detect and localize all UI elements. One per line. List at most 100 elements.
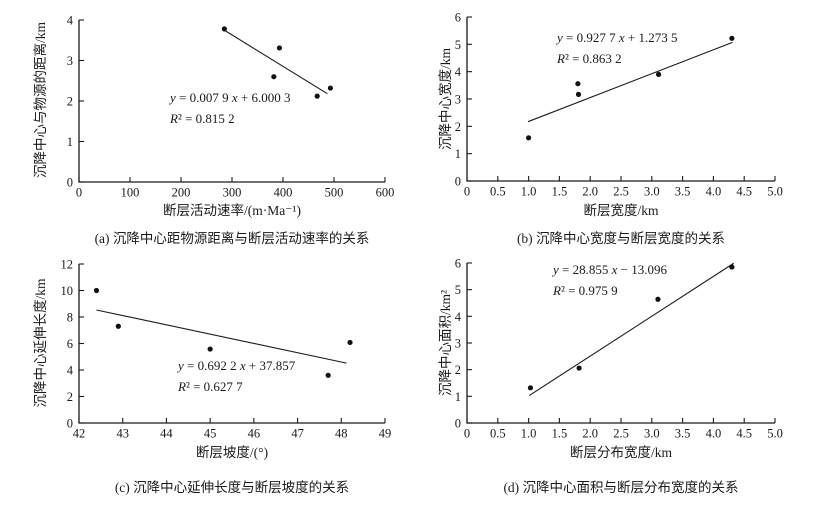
panel-a-ylabel: 沉降中心与物源的距离/km	[33, 22, 48, 179]
y-tick-label: 3	[455, 337, 461, 351]
data-point	[271, 74, 277, 80]
data-point	[325, 372, 331, 378]
x-tick-label: 4.0	[706, 185, 722, 199]
x-tick-label: 45	[204, 427, 217, 441]
panel-b-equation: y = 0.927 7 x + 1.273 5 R² = 0.863 2	[557, 27, 678, 69]
x-tick-label: 3.5	[675, 427, 691, 441]
trend-line	[224, 30, 328, 95]
x-tick-label: 3.0	[644, 427, 660, 441]
x-tick-label: 400	[274, 186, 293, 200]
panel-b-caption: (b) 沉降中心宽度与断层宽度的关系	[516, 231, 726, 246]
y-tick-label: 2	[455, 363, 461, 377]
x-tick-label: 0	[464, 185, 470, 199]
y-tick-label: 2	[455, 120, 461, 134]
x-tick-label: 1.5	[552, 185, 568, 199]
y-tick-label: 10	[61, 284, 74, 298]
y-tick-label: 4	[455, 65, 462, 79]
data-point	[527, 385, 534, 391]
trend-line	[527, 41, 733, 123]
panel-c-equation: y = 0.692 2 x + 37.857 R² = 0.627 7	[178, 355, 295, 397]
x-tick-label: 4.0	[706, 427, 722, 441]
x-tick-label: 0	[76, 186, 82, 200]
x-tick-label: 5.0	[767, 185, 783, 199]
data-point	[93, 287, 100, 294]
data-point	[221, 26, 227, 32]
x-tick-label: 0.5	[490, 185, 506, 199]
data-point	[207, 346, 213, 352]
y-tick-label: 4	[67, 364, 74, 378]
data-point	[575, 91, 582, 97]
panel-b-xlabel: 断层宽度/km	[583, 203, 659, 218]
panel-c-r-squared: R² = 0.627 7	[178, 379, 243, 394]
y-tick-label: 0	[67, 417, 73, 431]
y-tick-label: 4	[455, 310, 462, 324]
x-tick-label: 3.5	[675, 185, 691, 199]
panel-a-caption: (a) 沉降中心距物源距离与断层活动速率的关系	[94, 231, 370, 246]
y-tick-label: 6	[455, 257, 461, 271]
panel-c-xlabel: 断层坡度/(°)	[195, 445, 269, 460]
y-tick-label: 6	[455, 11, 461, 25]
x-tick-label: 300	[223, 186, 242, 200]
panel-b: 0 0.5 1.0 1.5 2.0 2.5 3.0 3.5 4.0 4.5 5.0 0 1 2 3 4 5 6	[455, 11, 783, 199]
panel-d-xlabel: 断层分布宽度/km	[569, 445, 672, 460]
data-point	[729, 35, 735, 41]
data-point	[526, 135, 532, 141]
y-tick-label: 5	[455, 283, 461, 297]
y-tick-label: 0	[455, 175, 461, 189]
y-tick-label: 3	[67, 54, 73, 68]
y-tick-label: 2	[67, 95, 73, 109]
x-tick-label: 5.0	[767, 427, 783, 441]
y-tick-label: 4	[67, 14, 74, 28]
panel-c-equation-line: y = 0.692 2 x + 37.857	[178, 358, 296, 373]
panel-d: 0 0.5 1.0 1.5 2.0 2.5 3.0 3.5 4.0 4.5 5.0 0 1 2 3 4 5 6	[455, 257, 783, 441]
y-tick-label: 2	[67, 390, 73, 404]
x-tick-label: 1.0	[521, 185, 537, 199]
y-tick-label: 6	[67, 337, 73, 351]
x-tick-label: 4.5	[736, 427, 752, 441]
data-point	[576, 365, 582, 371]
x-tick-label: 2.5	[613, 185, 629, 199]
x-tick-label: 46	[248, 427, 261, 441]
x-tick-label: 100	[121, 186, 140, 200]
x-tick-label: 0.5	[490, 427, 506, 441]
panel-d-ylabel: 沉降中心面积/km²	[438, 289, 453, 397]
x-tick-label: 0	[464, 427, 470, 441]
y-tick-label: 8	[67, 311, 73, 325]
panel-d-r-squared: R² = 0.975 9	[553, 283, 618, 298]
data-point	[575, 81, 581, 87]
x-tick-label: 1.5	[552, 427, 568, 441]
x-tick-label: 500	[325, 186, 344, 200]
x-tick-label: 600	[376, 186, 395, 200]
x-tick-label: 2.5	[613, 427, 629, 441]
y-tick-label: 12	[61, 258, 74, 272]
panel-a: 0 100 200 300 400 500 600 0 1 2 3 4	[67, 14, 395, 200]
data-point	[729, 264, 735, 270]
x-tick-label: 3.0	[644, 185, 660, 199]
data-point	[655, 71, 662, 77]
panel-c-caption: (c) 沉降中心延伸长度与断层坡度的关系	[114, 480, 350, 495]
axes-spines	[78, 264, 385, 424]
y-tick-label: 3	[455, 93, 461, 107]
panel-d-equation: y = 28.855 x − 13.096 R² = 0.975 9	[553, 259, 667, 301]
y-tick-label: 0	[67, 176, 73, 190]
data-point	[347, 339, 353, 346]
x-tick-label: 49	[379, 427, 392, 441]
panel-a-equation: y = 0.007 9 x + 6.000 3 R² = 0.815 2	[170, 87, 291, 129]
data-point	[655, 296, 661, 302]
x-tick-label: 2.0	[582, 185, 598, 199]
x-tick-label: 4.5	[736, 185, 752, 199]
panel-d-equation-line: y = 28.855 x − 13.096	[553, 262, 667, 277]
y-tick-label: 0	[455, 417, 461, 431]
x-tick-label: 2.0	[582, 427, 598, 441]
x-tick-label: 1.0	[521, 427, 537, 441]
x-tick-label: 47	[291, 427, 304, 441]
panel-d-caption: (d) 沉降中心面积与断层分布宽度的关系	[503, 480, 739, 495]
x-tick-label: 42	[73, 427, 86, 441]
data-point	[327, 85, 334, 91]
data-point	[314, 93, 320, 99]
panel-a-equation-line: y = 0.007 9 x + 6.000 3	[170, 90, 291, 105]
x-tick-label: 44	[160, 427, 173, 441]
